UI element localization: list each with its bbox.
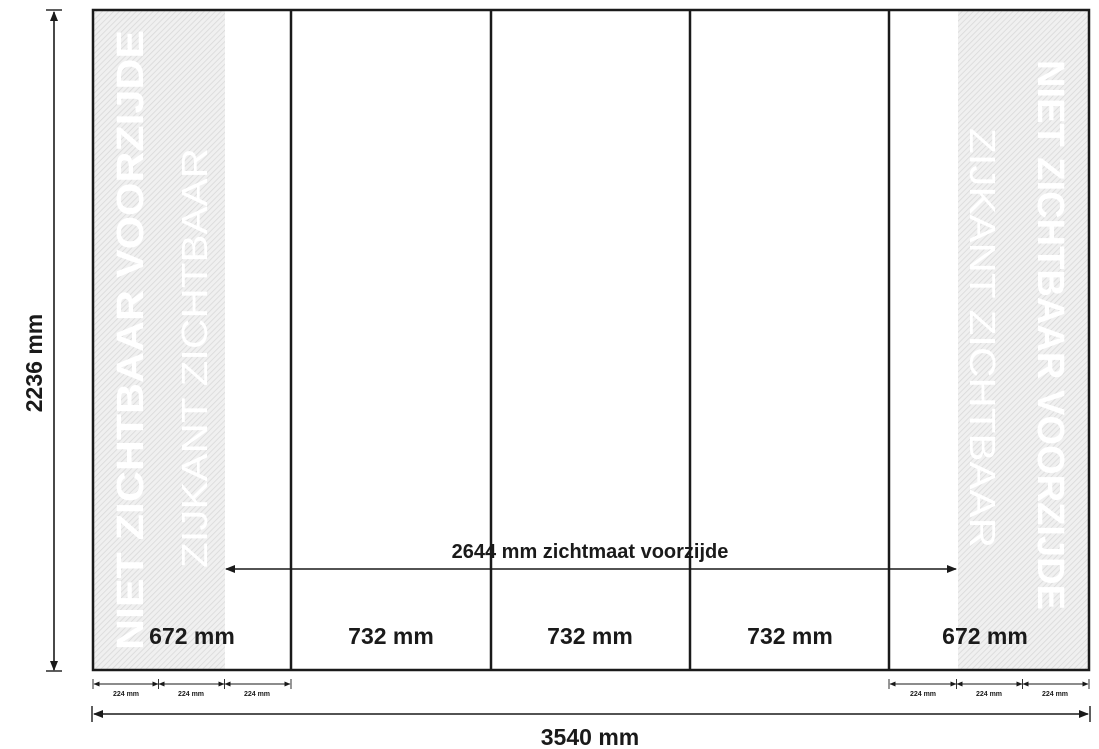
left-sub-dimensions: 224 mm 224 mm 224 mm	[92, 679, 292, 698]
right-hidden-zone	[958, 10, 1089, 670]
left-hidden-zone	[93, 10, 225, 670]
right-sub-dimensions: 224 mm 224 mm 224 mm	[888, 679, 1090, 698]
height-label: 2236 mm	[21, 314, 47, 412]
right-zone-line1: NIET ZICHTBAAR VOORZIJDE	[1029, 60, 1071, 610]
left-zone-line2: ZIJKANT ZICHTBAAR	[174, 148, 215, 568]
panel-2-label: 732 mm	[348, 623, 434, 649]
right-zone-text: ZIJKANT ZICHTBAAR NIET ZICHTBAAR VOORZIJ…	[962, 60, 1071, 610]
wall-outline	[91, 8, 1091, 672]
left-sub-dim-3: 224 mm	[244, 691, 270, 698]
panel-5-label: 672 mm	[942, 623, 1028, 649]
panel-3-label: 732 mm	[547, 623, 633, 649]
visible-width-label: 2644 mm zichtmaat voorzijde	[452, 541, 729, 563]
right-sub-dim-3: 224 mm	[1042, 691, 1068, 698]
left-zone-text: NIET ZICHTBAAR VOORZIJDE ZIJKANT ZICHTBA…	[110, 30, 215, 650]
right-sub-dim-1: 224 mm	[910, 691, 936, 698]
left-sub-dim-1: 224 mm	[113, 691, 139, 698]
right-sub-dim-2: 224 mm	[976, 691, 1002, 698]
panel-1-label: 672 mm	[149, 623, 235, 649]
left-sub-dim-2: 224 mm	[178, 691, 204, 698]
left-zone-line1: NIET ZICHTBAAR VOORZIJDE	[110, 30, 152, 650]
panel-4-label: 732 mm	[747, 623, 833, 649]
right-zone-line2: ZIJKANT ZICHTBAAR	[962, 128, 1003, 548]
total-width-label: 3540 mm	[541, 724, 639, 749]
